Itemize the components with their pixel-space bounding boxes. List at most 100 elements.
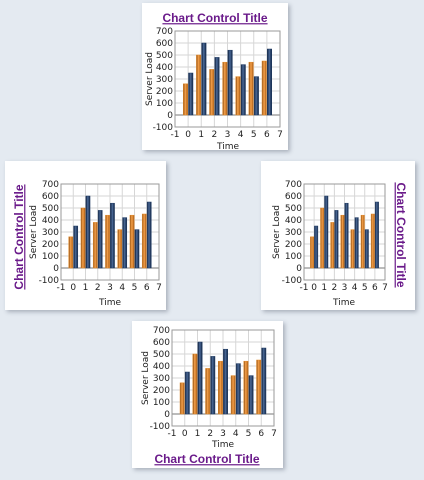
- y-tick-label: -100: [150, 422, 171, 432]
- bar-series-1-4: [350, 229, 355, 269]
- bar-series-2-0: [314, 225, 319, 269]
- y-tick-label: 700: [42, 180, 59, 190]
- bar-series-1-1: [196, 54, 202, 116]
- x-tick-label: 6: [258, 429, 264, 439]
- x-tick-label: 3: [225, 130, 231, 140]
- bar-series-2-6: [261, 347, 267, 415]
- chart-title: Chart Control Title: [162, 11, 267, 25]
- bar-series-2-1: [324, 195, 329, 269]
- x-tick-label: 4: [238, 130, 244, 140]
- bar-series-2-4: [122, 217, 128, 269]
- y-tick-label: 100: [153, 398, 170, 408]
- y-tick-label: 400: [153, 362, 170, 372]
- bar-series-1-3: [340, 214, 345, 269]
- bar-series-1-1: [80, 207, 86, 269]
- y-tick-label: 600: [156, 39, 173, 49]
- bar-series-2-2: [334, 210, 339, 269]
- x-tick-label: 4: [119, 283, 125, 293]
- y-tick-label: 200: [42, 240, 59, 250]
- x-axis-label: Time: [332, 298, 355, 308]
- bar-series-2-5: [364, 229, 369, 269]
- bar-series-2-3: [110, 202, 115, 269]
- chart-title: Chart Control Title: [12, 184, 26, 289]
- bar-series-2-5: [253, 76, 259, 116]
- x-axis-label: Time: [216, 142, 239, 150]
- chart-title: Chart Control Title: [394, 182, 408, 287]
- x-tick-label: 6: [372, 283, 378, 293]
- bar-series-2-0: [188, 72, 194, 116]
- y-tick-label: 400: [285, 216, 302, 226]
- x-tick-label: 7: [271, 429, 277, 439]
- y-tick-label: 200: [285, 240, 302, 250]
- chart-panel-title-left: -100 0 100 200 300 400 500 600 700 -1 0 1 2 3 4 5 6 7 Time…: [5, 161, 166, 310]
- bar-series-2-6: [267, 48, 272, 116]
- x-tick-label: 1: [321, 283, 327, 293]
- x-tick-label: 2: [212, 130, 218, 140]
- y-tick-label: 700: [156, 27, 173, 37]
- bar-series-1-5: [248, 61, 254, 116]
- x-tick-label: 3: [342, 283, 348, 293]
- bar-series-2-2: [214, 57, 220, 116]
- plot-frame: [303, 183, 386, 281]
- bar-series-2-2: [97, 210, 103, 269]
- bar-series-1-2: [92, 222, 98, 269]
- bar-series-1-0: [183, 83, 188, 116]
- chart-panel-title-right: -100 0 100 200 300 400 500 600 700 -1 0 1 2 3 4 5 6 7 Time…: [261, 161, 415, 310]
- chart-panel-title-bottom: -100 0 100 200 300 400 500 600 700 -1 0 1 2 3 4 5 6 7 Time…: [132, 321, 283, 468]
- x-tick-label: -1: [300, 283, 309, 293]
- y-tick-label: 0: [167, 111, 173, 121]
- bar-series-1-3: [105, 214, 110, 269]
- x-tick-label: 2: [332, 283, 338, 293]
- x-tick-label: 7: [382, 283, 388, 293]
- bar-series-1-3: [218, 360, 223, 415]
- y-tick-label: 600: [285, 192, 302, 202]
- y-axis-label: Server Load: [145, 52, 155, 106]
- bar-series-1-0: [68, 236, 74, 269]
- x-tick-label: 5: [132, 283, 138, 293]
- x-tick-label: 2: [207, 429, 213, 439]
- x-tick-label: -1: [57, 283, 66, 293]
- y-tick-label: 200: [156, 87, 173, 97]
- y-tick-label: 500: [153, 350, 170, 360]
- y-tick-label: 500: [156, 51, 173, 61]
- x-tick-label: 1: [198, 130, 204, 140]
- bar-series-1-2: [205, 368, 211, 415]
- x-tick-label: 7: [277, 130, 283, 140]
- bar-series-2-0: [73, 225, 79, 269]
- bar-series-1-5: [129, 214, 135, 269]
- x-tick-label: 0: [70, 283, 76, 293]
- bar-series-2-3: [344, 202, 349, 269]
- bar-series-2-2: [210, 356, 216, 415]
- x-tick-label: 4: [233, 429, 239, 439]
- plot-frame: [60, 183, 160, 281]
- plot-frame: [174, 30, 281, 128]
- bar-series-1-6: [256, 359, 262, 415]
- y-tick-label: 400: [42, 216, 59, 226]
- x-tick-label: 5: [362, 283, 368, 293]
- bar-series-2-1: [85, 195, 91, 269]
- y-tick-label: 400: [156, 63, 173, 73]
- bar-series-2-3: [227, 49, 233, 116]
- y-tick-label: 300: [156, 75, 173, 85]
- bar-series-2-0: [184, 371, 190, 415]
- y-tick-label: 600: [153, 338, 170, 348]
- chart-panel-title-top: -100 0 100 200 300 400 500 600 700 -1 0 1 2 3 4 5 6 7 Time…: [142, 3, 288, 150]
- bar-series-1-6: [370, 213, 375, 269]
- y-axis-label: Server Load: [272, 205, 282, 259]
- y-tick-label: 300: [42, 228, 59, 238]
- y-tick-label: 100: [285, 252, 302, 262]
- bar-series-1-6: [261, 60, 267, 116]
- y-tick-label: 100: [42, 252, 59, 262]
- x-tick-label: 5: [246, 429, 252, 439]
- x-tick-label: 0: [185, 130, 191, 140]
- y-tick-label: 100: [156, 99, 173, 109]
- y-tick-label: -100: [153, 123, 174, 133]
- bar-series-2-4: [354, 217, 359, 269]
- bar-series-1-0: [310, 236, 315, 269]
- x-tick-label: 1: [195, 429, 201, 439]
- x-tick-label: 2: [95, 283, 101, 293]
